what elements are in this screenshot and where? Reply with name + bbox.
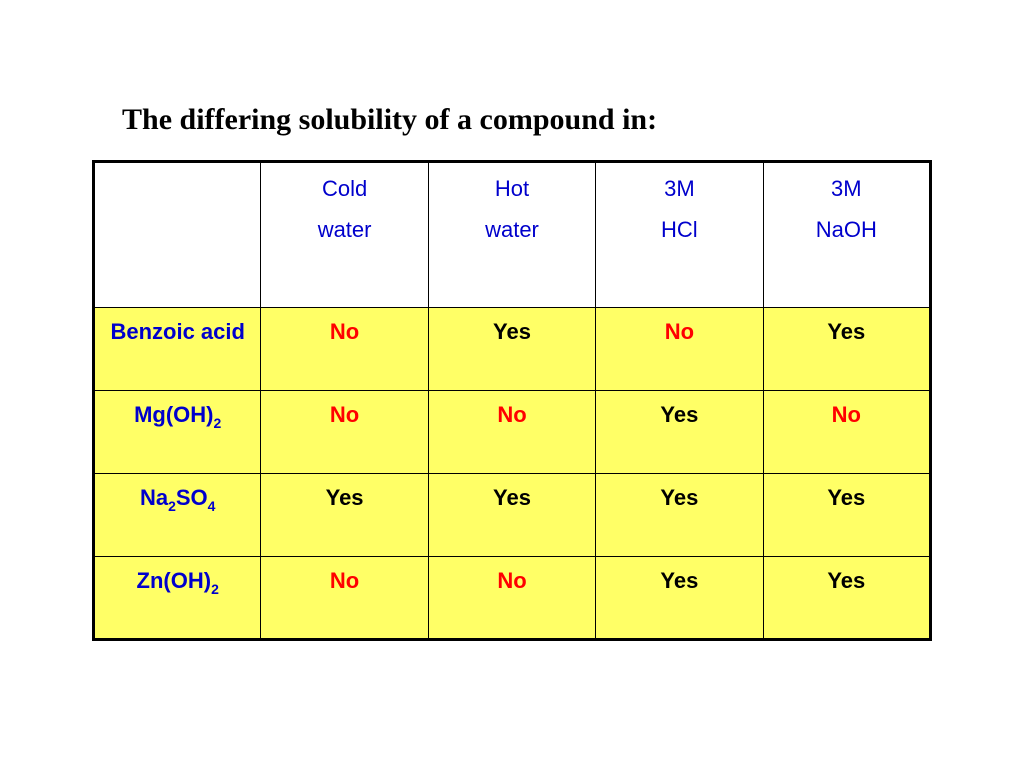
solubility-value-cell: No xyxy=(427,390,597,474)
compound-subscript: 2 xyxy=(168,498,176,514)
column-header-line1: 3M xyxy=(831,176,862,201)
solubility-value-cell: Yes xyxy=(595,473,764,557)
solubility-table: Cold water Hot water 3M HCl 3M NaOH Benz… xyxy=(92,160,932,641)
table-row: Zn(OH)2 No No Yes Yes xyxy=(92,556,932,640)
column-header-hot-water: Hot water xyxy=(427,161,597,308)
compound-name-cell: Benzoic acid xyxy=(92,307,262,391)
solubility-value-cell: Yes xyxy=(762,473,932,557)
column-header-line2: water xyxy=(317,217,372,242)
table-row: Benzoic acid No Yes No Yes xyxy=(92,307,932,391)
solubility-value-cell: No xyxy=(427,556,597,640)
column-header-3m-naoh: 3M NaOH xyxy=(762,161,932,308)
slide-title: The differing solubility of a compound i… xyxy=(122,103,658,136)
column-header-line1: Cold xyxy=(321,176,368,201)
column-header-3m-hcl: 3M HCl xyxy=(595,161,764,308)
solubility-value-cell: No xyxy=(260,556,429,640)
column-header-line2: NaOH xyxy=(815,217,877,242)
solubility-value-cell: Yes xyxy=(595,390,764,474)
compound-subscript: 2 xyxy=(211,581,219,597)
column-header-line2: HCl xyxy=(661,217,698,242)
compound-subscript: 4 xyxy=(207,498,216,514)
compound-name-cell: Mg(OH)2 xyxy=(92,390,262,474)
solubility-value-cell: Yes xyxy=(595,556,764,640)
column-header-cold-water: Cold water xyxy=(260,161,429,308)
compound-subscript: 2 xyxy=(213,415,222,431)
compound-text: Mg(OH) xyxy=(134,402,214,427)
solubility-value-cell: Yes xyxy=(427,473,597,557)
compound-name-cell: Zn(OH)2 xyxy=(92,556,262,640)
solubility-value-cell: Yes xyxy=(762,307,932,391)
solubility-value-cell: No xyxy=(762,390,932,474)
column-header-line2: water xyxy=(485,217,539,242)
corner-cell xyxy=(92,161,262,308)
table-row: Na2SO4 Yes Yes Yes Yes xyxy=(92,473,932,557)
compound-name-cell: Na2SO4 xyxy=(92,473,262,557)
solubility-value-cell: Yes xyxy=(260,473,429,557)
compound-text: Benzoic acid xyxy=(110,319,245,344)
compound-text: Na xyxy=(139,485,169,510)
solubility-value-cell: Yes xyxy=(762,556,932,640)
table-row: Mg(OH)2 No No Yes No xyxy=(92,390,932,474)
solubility-value-cell: No xyxy=(260,390,429,474)
compound-text: Zn(OH) xyxy=(136,568,212,593)
compound-text: SO xyxy=(175,485,208,510)
solubility-value-cell: No xyxy=(260,307,429,391)
column-header-line1: 3M xyxy=(664,176,695,201)
solubility-value-cell: Yes xyxy=(427,307,597,391)
solubility-value-cell: No xyxy=(595,307,764,391)
header-row: Cold water Hot water 3M HCl 3M NaOH xyxy=(92,161,932,308)
column-header-line1: Hot xyxy=(494,176,530,201)
